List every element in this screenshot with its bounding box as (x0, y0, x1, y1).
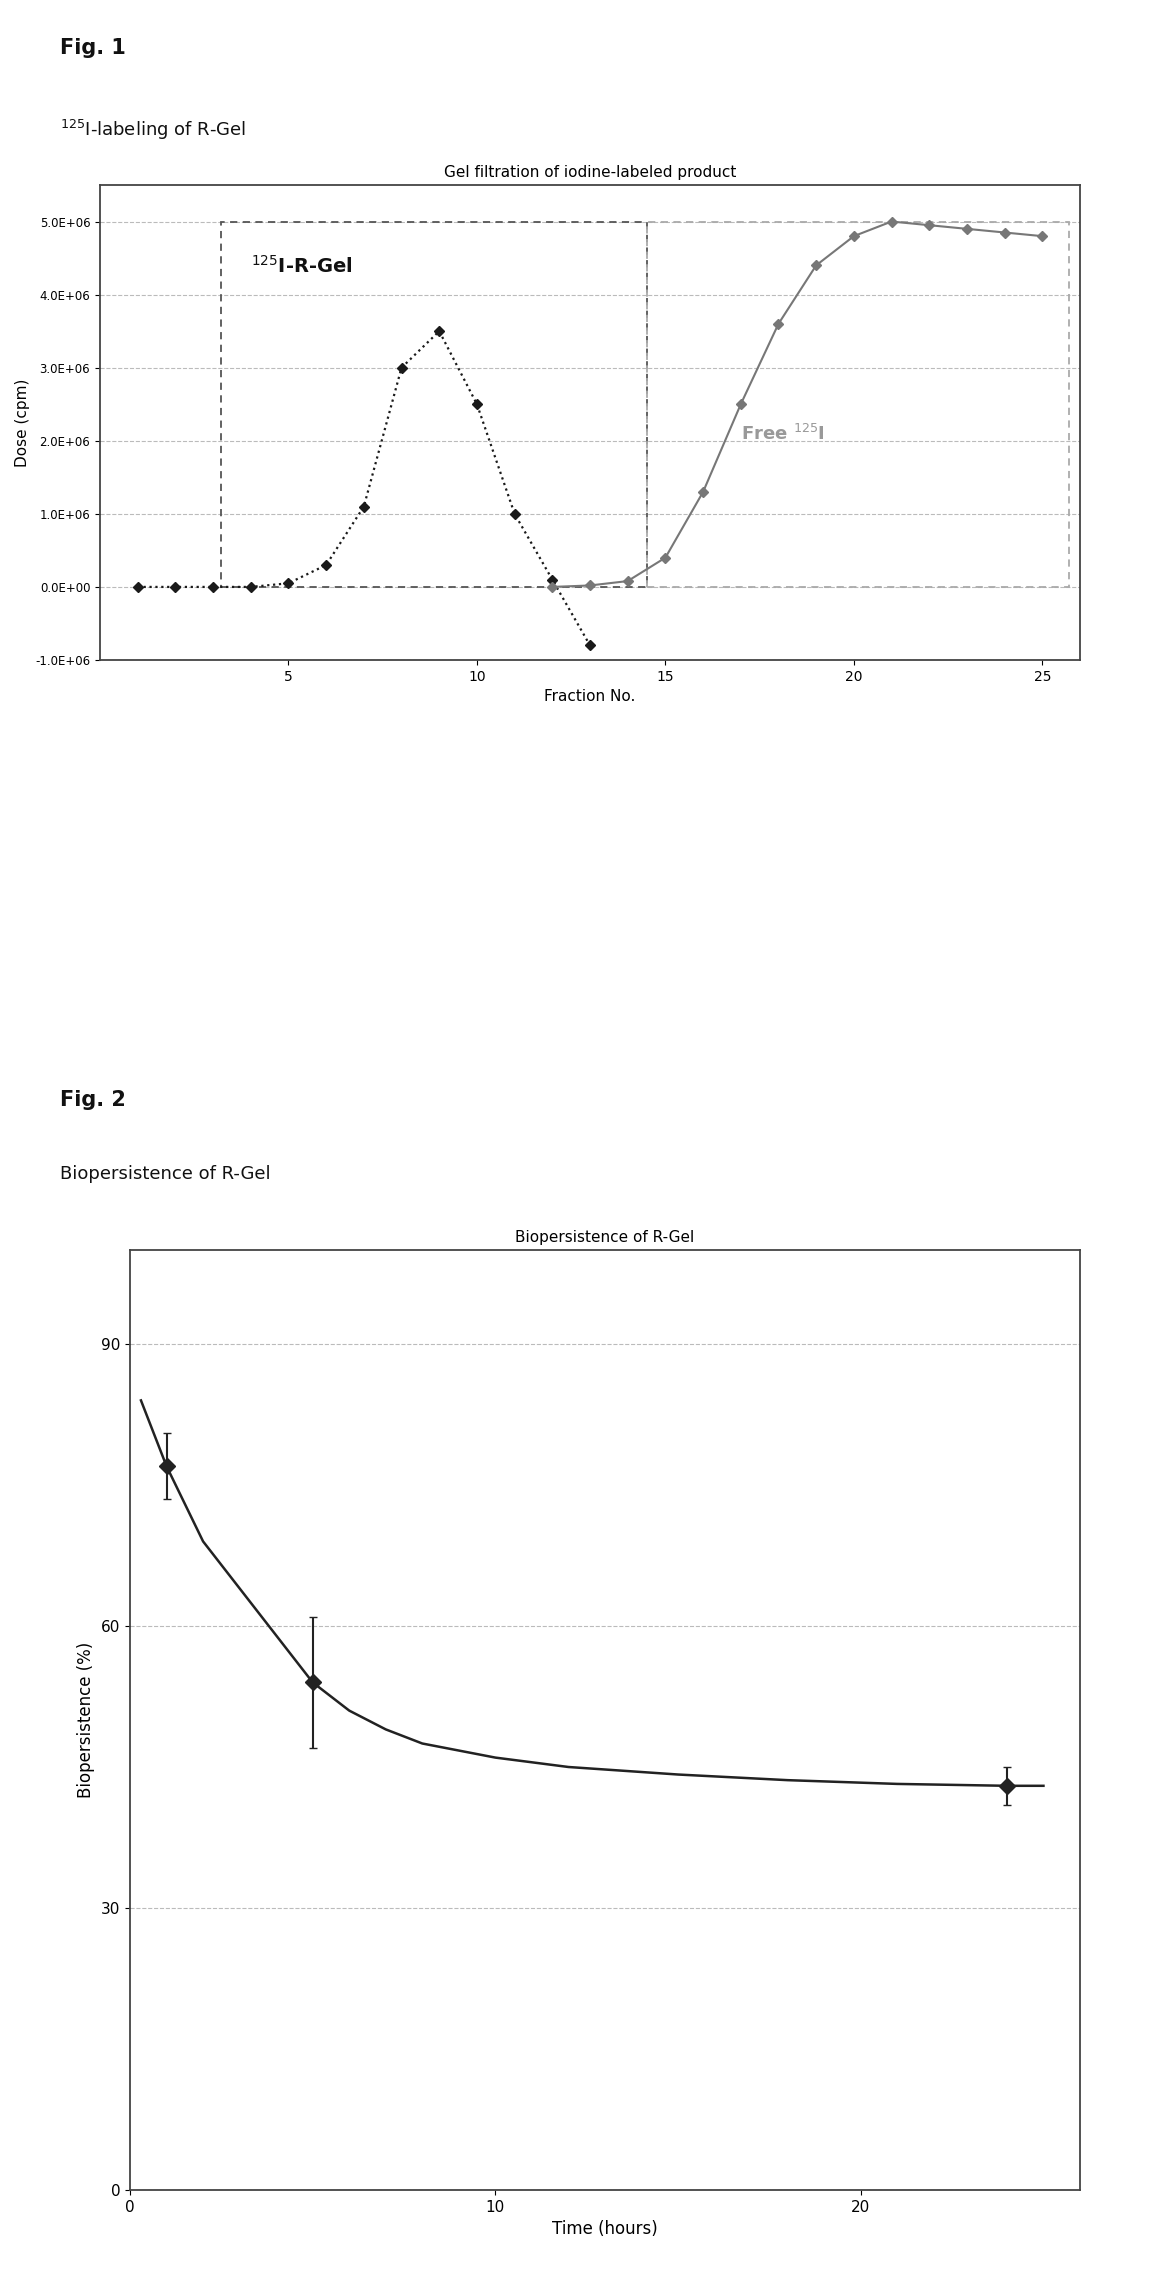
Text: Free $^{125}$I: Free $^{125}$I (741, 423, 824, 443)
Text: $^{125}$I-R-Gel: $^{125}$I-R-Gel (251, 254, 353, 276)
Text: Fig. 1: Fig. 1 (60, 39, 126, 57)
Bar (221, 222, 646, 587)
Text: $^{125}$I-labeling of R-Gel: $^{125}$I-labeling of R-Gel (60, 119, 246, 142)
Bar (646, 222, 1068, 587)
Title: Gel filtration of iodine-labeled product: Gel filtration of iodine-labeled product (444, 165, 736, 181)
Text: Biopersistence of R-Gel: Biopersistence of R-Gel (60, 1165, 271, 1184)
Title: Biopersistence of R-Gel: Biopersistence of R-Gel (516, 1229, 695, 1245)
Y-axis label: Dose (cpm): Dose (cpm) (15, 379, 30, 466)
X-axis label: Time (hours): Time (hours) (553, 2221, 658, 2239)
X-axis label: Fraction No.: Fraction No. (544, 690, 636, 704)
Text: Fig. 2: Fig. 2 (60, 1090, 126, 1111)
Y-axis label: Biopersistence (%): Biopersistence (%) (77, 1643, 95, 1798)
